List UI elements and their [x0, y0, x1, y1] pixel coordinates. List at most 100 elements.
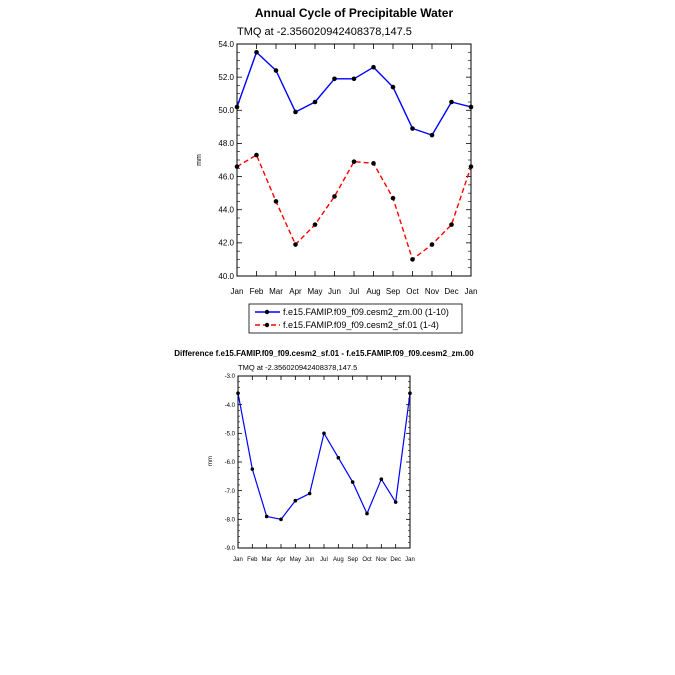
series-0-point: [322, 431, 326, 436]
y-tick-label: 50.0: [218, 106, 234, 115]
series-0-point: [393, 500, 398, 504]
y-tick-label: -5.0: [225, 431, 236, 437]
x-tick-label: Oct: [362, 557, 372, 563]
y-tick-label: -3.0: [225, 374, 236, 380]
y-tick-label: 46.0: [218, 172, 234, 181]
y-tick-label: 44.0: [218, 206, 234, 215]
x-tick-label: Jun: [305, 557, 315, 563]
series-0-point: [332, 76, 337, 82]
x-tick-label: Jan: [233, 557, 243, 563]
series-0-point: [365, 511, 369, 516]
legend-box: [248, 303, 463, 334]
x-tick-label: Dec: [444, 287, 458, 296]
y-axis-label: mm: [196, 154, 203, 166]
x-tick-label: Feb: [250, 287, 264, 296]
x-tick-label: Aug: [366, 287, 380, 296]
plot-frame: [236, 43, 472, 277]
difference-plot-frame: [237, 375, 411, 549]
y-tick-label: -7.0: [225, 489, 236, 495]
x-tick-label: Nov: [376, 557, 387, 563]
x-tick-label: Feb: [247, 557, 258, 563]
series-0-point: [379, 477, 384, 482]
legend-label-sf: f.e15.FAMIP.f09_f09.cesm2_sf.01 (1-4): [283, 320, 439, 330]
x-tick-labels: Jan Feb Mar Apr May Jun Jul Aug Sep Oct Nov Dec Jan: [231, 287, 478, 296]
series-0-point: [429, 132, 435, 138]
series-line-0: [237, 393, 411, 520]
series-0-point: [293, 109, 298, 115]
series-1-point: [312, 222, 318, 227]
series-0-point: [264, 514, 269, 519]
x-tick-label: Jan: [231, 287, 244, 296]
x-tick-label: Jul: [349, 287, 359, 296]
series-group: [234, 49, 474, 262]
series-0-point: [410, 126, 415, 131]
series-0-point: [336, 455, 341, 460]
x-tick-label: Sep: [386, 287, 401, 296]
series-1-point: [390, 195, 396, 201]
x-tick-label: Mar: [261, 557, 271, 563]
series-1-point: [429, 242, 435, 247]
difference-x-tick-labels: Jan Feb Mar Apr May Jun Jul Aug Sep Oct Nov Dec Jan: [233, 557, 415, 563]
series-1-point: [293, 242, 298, 247]
x-tick-label: Nov: [425, 287, 439, 296]
x-tick-label: Aug: [333, 557, 344, 563]
difference-series-group: [236, 391, 412, 522]
series-0-point: [371, 64, 376, 70]
y-tick-label: 52.0: [218, 73, 234, 82]
x-tick-label: Mar: [269, 287, 283, 296]
y-tick-label: 42.0: [218, 239, 234, 248]
series-0-point: [390, 84, 396, 90]
series-1-point: [351, 159, 357, 164]
series-1-point: [254, 152, 259, 158]
x-tick-label: Dec: [390, 557, 401, 563]
y-tick-label: -4.0: [225, 403, 236, 409]
x-tick-label: Apr: [289, 287, 302, 296]
series-0-point: [307, 491, 312, 496]
legend-label-zm: f.e15.FAMIP.f09_f09.cesm2_zm.00 (1-10): [283, 307, 449, 317]
series-0-point: [250, 467, 255, 471]
series-1-point: [410, 257, 415, 262]
series-1-point: [273, 199, 279, 204]
y-tick-label: -8.0: [225, 517, 236, 523]
y-tick-label: -6.0: [225, 460, 236, 466]
series-line-1: [236, 154, 472, 261]
x-tick-label: Apr: [276, 557, 285, 563]
series-0-point: [351, 76, 357, 82]
chart-subtitle: TMQ at -2.356020942408378,147.5: [237, 26, 412, 38]
difference-axis-ticks: [237, 375, 411, 549]
x-tick-label: Sep: [347, 557, 358, 563]
series-0-point: [350, 480, 355, 484]
chart-title: Annual Cycle of Precipitable Water: [255, 6, 454, 20]
y-tick-labels: 40.0 42.0 44.0 46.0 48.0 50.0 52.0 54.0: [218, 40, 234, 281]
x-tick-label: Jan: [405, 557, 415, 563]
x-tick-label: Jan: [465, 287, 478, 296]
legend: f.e15.FAMIP.f09_f09.cesm2_zm.00 (1-10) f…: [248, 303, 463, 334]
legend-marker-sf: [264, 322, 270, 328]
series-0-point: [279, 517, 283, 522]
series-1-point: [332, 194, 337, 199]
difference-y-axis-label: mm: [208, 456, 214, 466]
x-tick-label: Jul: [320, 557, 328, 563]
y-tick-label: 40.0: [218, 272, 234, 281]
legend-marker-zm: [264, 309, 270, 315]
series-0-point: [293, 498, 298, 503]
difference-subtitle: TMQ at -2.356020942408378,147.5: [238, 363, 357, 372]
y-tick-label: -9.0: [225, 546, 236, 552]
series-0-point: [254, 49, 259, 55]
x-tick-label: Oct: [406, 287, 419, 296]
x-tick-label: May: [290, 557, 301, 563]
series-0-point: [273, 68, 279, 73]
x-tick-label: Jun: [328, 287, 341, 296]
precipitable-water-chart: Annual Cycle of Precipitable Water TMQ a…: [196, 6, 478, 334]
x-tick-label: May: [307, 287, 322, 296]
series-0-point: [312, 99, 318, 105]
y-tick-label: 48.0: [218, 139, 234, 148]
difference-title: Difference f.e15.FAMIP.f09_f09.cesm2_sf.…: [174, 349, 474, 358]
series-1-point: [449, 222, 454, 227]
difference-chart: Difference f.e15.FAMIP.f09_f09.cesm2_sf.…: [174, 349, 474, 563]
y-tick-label: 54.0: [218, 40, 234, 49]
series-0-point: [449, 99, 454, 105]
series-1-point: [371, 161, 376, 166]
series-line-0: [236, 51, 472, 136]
